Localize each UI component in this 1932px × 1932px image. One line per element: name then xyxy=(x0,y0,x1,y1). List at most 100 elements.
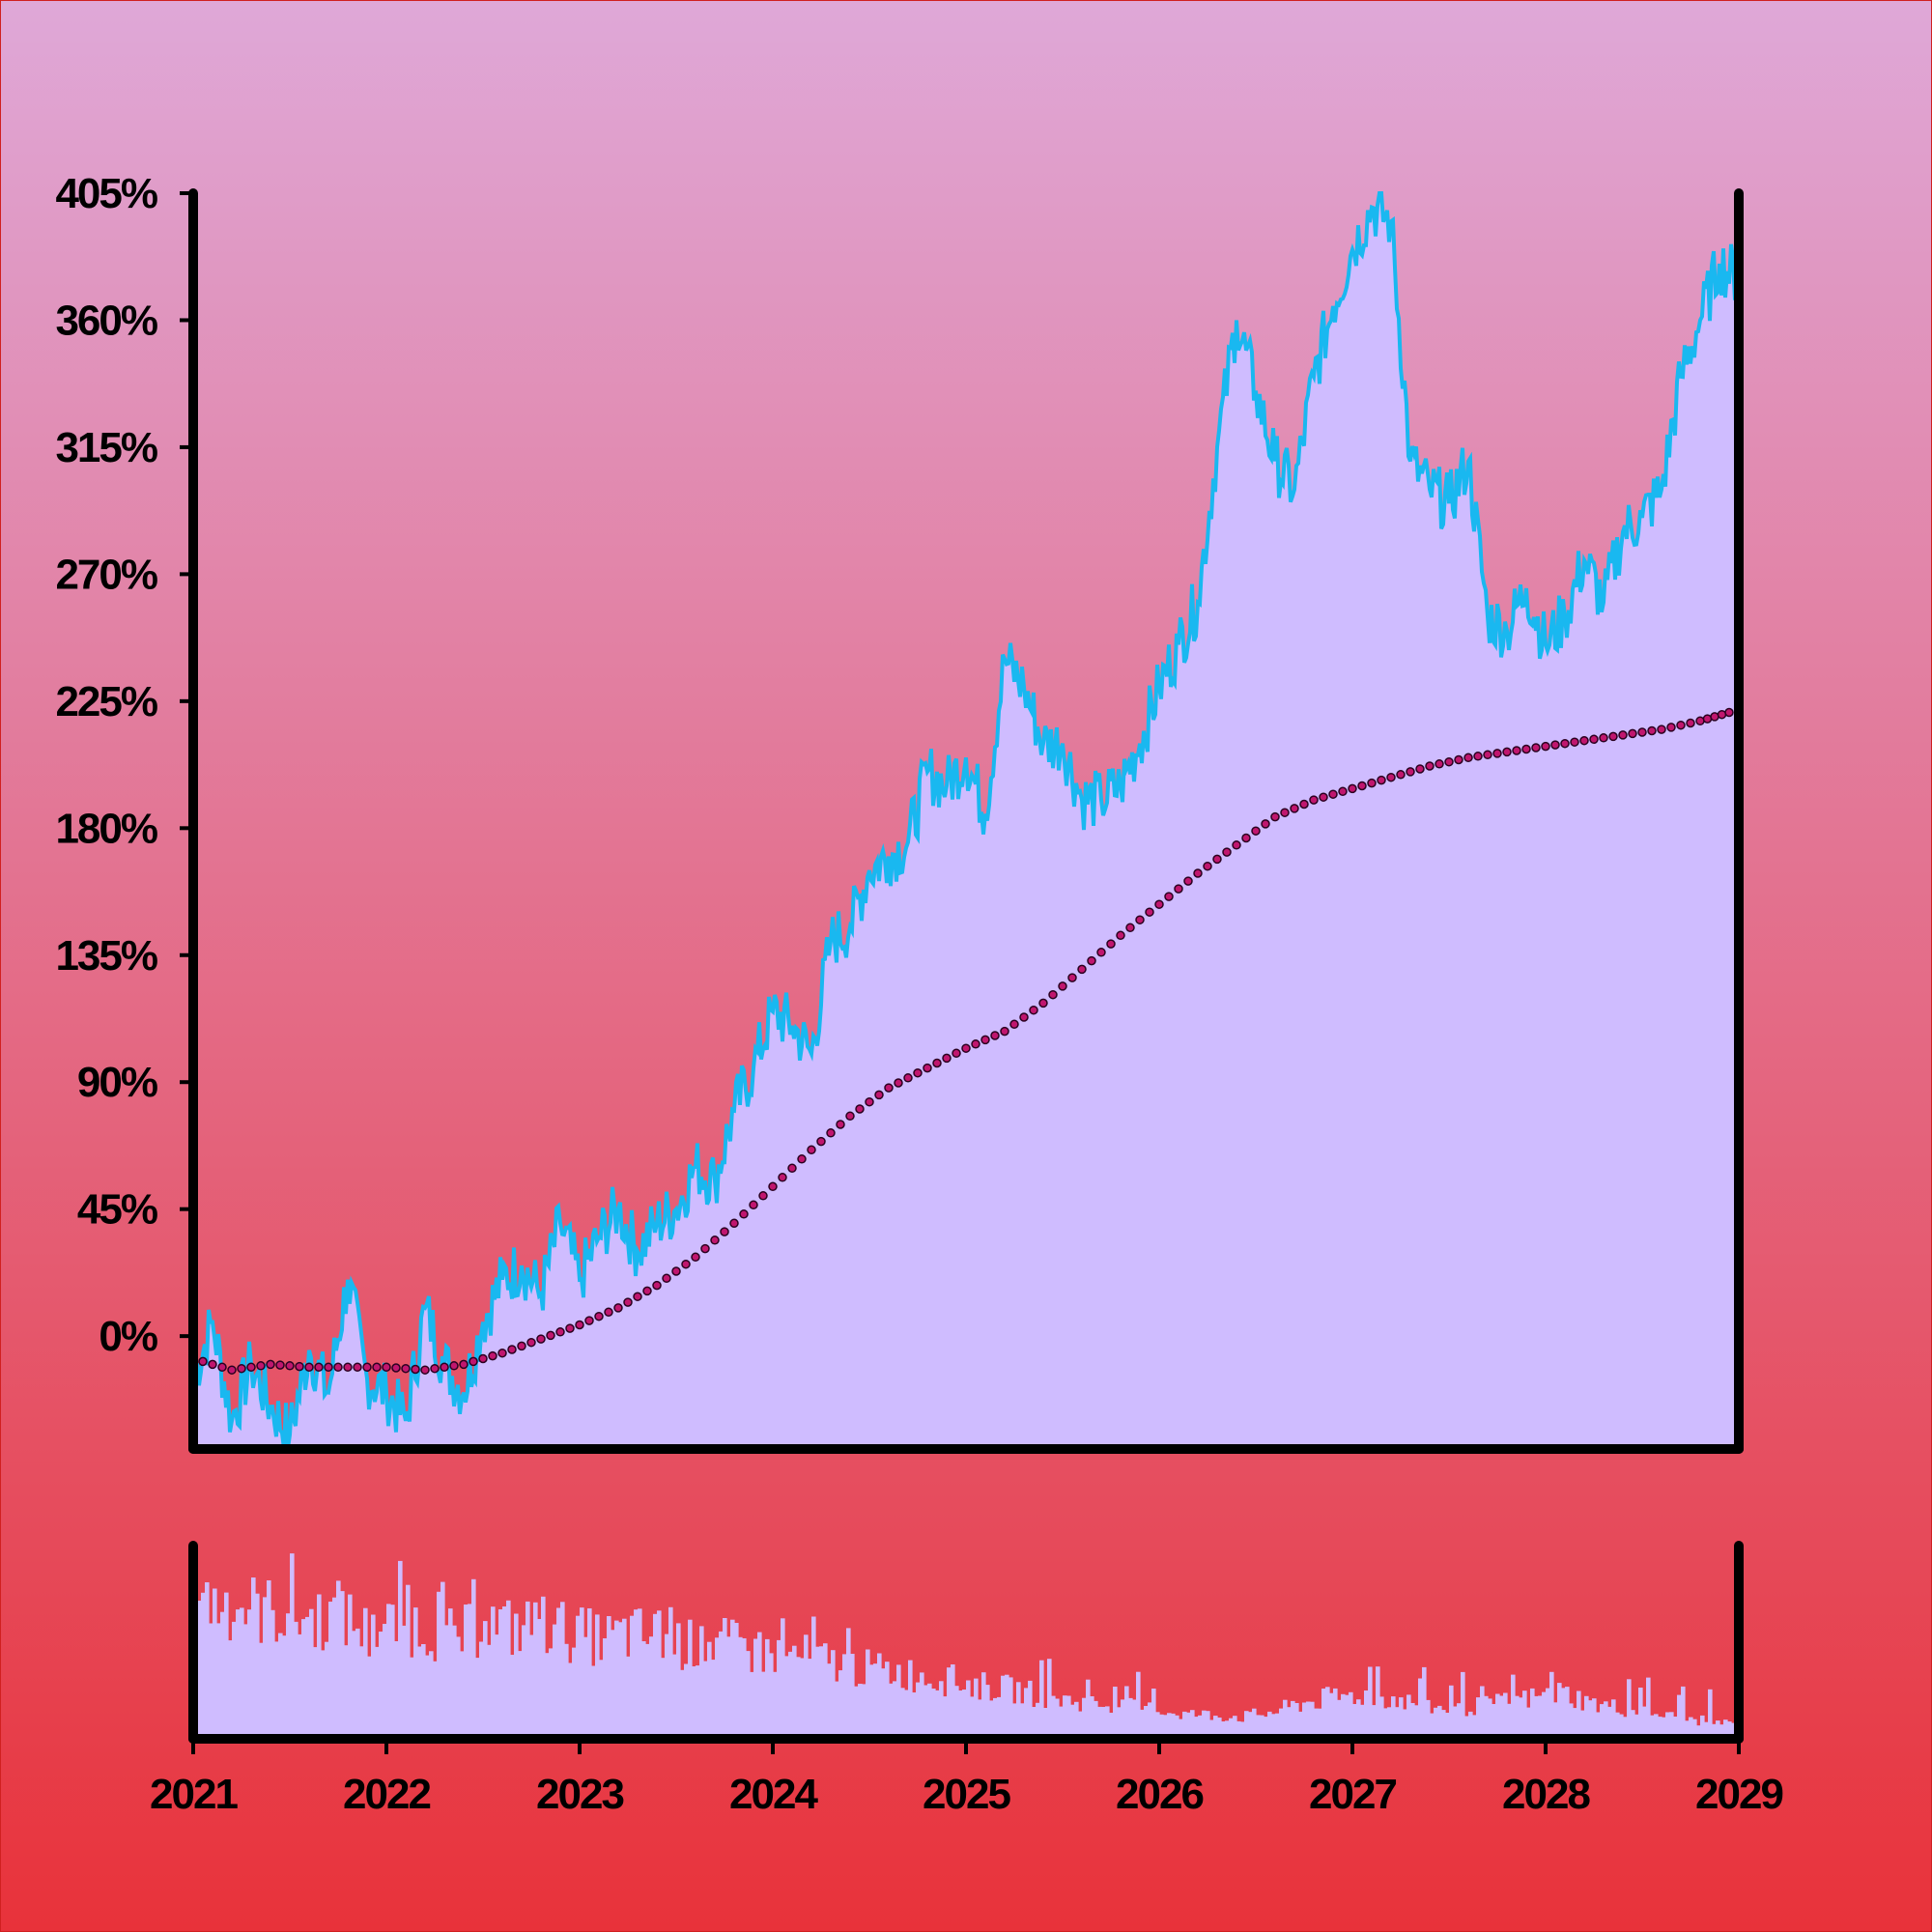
trend-marker xyxy=(1174,884,1183,894)
volume-bar xyxy=(556,1607,561,1739)
volume-bar xyxy=(858,1684,863,1739)
volume-bar xyxy=(1325,1687,1330,1739)
x-tick-label: 2021 xyxy=(150,1771,238,1818)
volume-bar xyxy=(734,1623,739,1739)
trend-marker xyxy=(932,1058,942,1068)
x-tick-label: 2027 xyxy=(1309,1771,1396,1818)
volume-bar xyxy=(1441,1710,1446,1739)
volume-bar xyxy=(850,1654,855,1739)
trend-marker xyxy=(1512,746,1521,755)
volume-bar xyxy=(1573,1708,1577,1739)
volume-bar xyxy=(811,1616,816,1739)
trend-marker xyxy=(391,1363,401,1373)
volume-bar xyxy=(541,1596,546,1739)
trend-marker xyxy=(1290,804,1299,813)
volume-bar xyxy=(232,1621,237,1739)
volume-bar xyxy=(1028,1680,1033,1739)
trend-marker xyxy=(1145,907,1154,917)
trend-marker xyxy=(1212,854,1222,865)
volume-bar xyxy=(205,1582,210,1739)
volume-bar xyxy=(1236,1720,1241,1739)
volume-bar xyxy=(440,1581,445,1739)
trend-marker xyxy=(275,1360,285,1370)
volume-bar xyxy=(1557,1683,1562,1739)
volume-bar xyxy=(576,1615,581,1739)
volume-bar xyxy=(985,1685,990,1739)
trend-marker xyxy=(1521,744,1531,754)
volume-bar xyxy=(634,1609,639,1739)
volume-bar xyxy=(1051,1695,1056,1739)
volume-bar xyxy=(1144,1706,1149,1739)
trend-marker xyxy=(411,1364,420,1375)
trend-marker xyxy=(295,1361,304,1372)
volume-bar xyxy=(1638,1688,1643,1739)
volume-bar xyxy=(1553,1702,1558,1739)
volume-bar xyxy=(1596,1712,1601,1739)
volume-bar xyxy=(1163,1715,1168,1739)
volume-bar xyxy=(1206,1711,1210,1739)
volume-bar xyxy=(336,1580,341,1739)
trend-markers xyxy=(188,707,1734,1375)
volume-bar xyxy=(1279,1708,1284,1739)
trend-marker xyxy=(874,1090,884,1100)
volume-bar xyxy=(328,1602,333,1739)
volume-bar xyxy=(1360,1704,1365,1739)
volume-bar xyxy=(1287,1707,1292,1739)
trend-marker xyxy=(1541,741,1550,752)
volume-bar xyxy=(1526,1707,1531,1739)
volume-bar xyxy=(1294,1703,1299,1739)
trend-marker xyxy=(720,1227,729,1236)
trend-marker xyxy=(1473,752,1483,761)
volume-bar xyxy=(1124,1686,1129,1739)
volume-bar xyxy=(1291,1700,1295,1739)
volume-bar xyxy=(352,1631,356,1739)
volume-bar xyxy=(533,1602,538,1739)
volume-bar xyxy=(247,1609,252,1739)
trend-marker xyxy=(1377,775,1386,785)
volume-bar xyxy=(236,1609,241,1739)
volume-bar xyxy=(317,1594,322,1739)
volume-bar xyxy=(456,1636,461,1739)
volume-bar xyxy=(804,1634,809,1739)
trend-marker xyxy=(1686,718,1695,728)
trend-marker xyxy=(1560,738,1570,749)
volume-bar xyxy=(491,1606,496,1739)
volume-bar xyxy=(1565,1687,1570,1739)
volume-bar xyxy=(889,1683,894,1739)
trend-marker xyxy=(787,1163,797,1174)
volume-bar xyxy=(518,1651,523,1739)
trend-marker xyxy=(1415,764,1425,774)
volume-bar xyxy=(1387,1707,1392,1739)
volume-bar xyxy=(645,1643,650,1739)
volume-bar xyxy=(1086,1679,1091,1739)
trend-marker xyxy=(1657,724,1666,734)
volume-bar xyxy=(614,1620,619,1739)
volume-bar xyxy=(1009,1677,1013,1739)
volume-bar xyxy=(363,1607,368,1739)
y-tick-label: 270% xyxy=(55,551,156,598)
volume-bar xyxy=(1078,1711,1083,1739)
volume-bar xyxy=(1696,1725,1701,1739)
volume-bar xyxy=(1542,1691,1547,1739)
volume-bar xyxy=(831,1650,836,1739)
volume-bar xyxy=(1615,1712,1620,1739)
volume-bar xyxy=(1704,1721,1709,1739)
volume-bar xyxy=(1665,1712,1670,1739)
volume-bar xyxy=(1457,1703,1462,1739)
trend-marker xyxy=(304,1362,314,1373)
volume-bar xyxy=(325,1641,329,1739)
volume-bar xyxy=(1209,1719,1214,1739)
volume-bar xyxy=(1159,1714,1164,1739)
volume-bar xyxy=(869,1664,874,1739)
trend-marker xyxy=(1444,756,1454,767)
volume-bar xyxy=(611,1630,615,1739)
volume-bar xyxy=(1372,1705,1377,1739)
volume-bar xyxy=(367,1656,372,1739)
trend-marker xyxy=(246,1362,256,1373)
trend-marker xyxy=(1637,727,1647,737)
volume-bar xyxy=(1580,1710,1585,1739)
trend-marker xyxy=(362,1362,372,1373)
volume-bar xyxy=(1039,1660,1044,1739)
volume-bar xyxy=(228,1640,233,1739)
trend-marker xyxy=(1058,981,1067,991)
